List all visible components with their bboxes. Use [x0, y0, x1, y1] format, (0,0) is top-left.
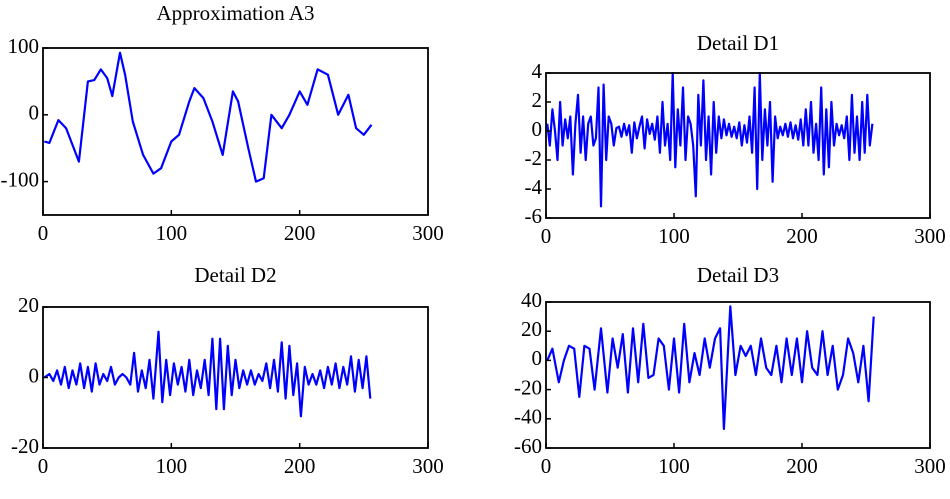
- y-tick-label: 20: [18, 293, 39, 317]
- x-tick-label: 200: [284, 221, 316, 245]
- y-tick-label: -40: [514, 405, 542, 429]
- y-tick-label: -100: [1, 167, 40, 191]
- plot-area: [43, 48, 428, 215]
- x-tick-label: 200: [786, 454, 818, 478]
- x-tick-label: 100: [658, 224, 690, 248]
- x-tick-label: 300: [914, 454, 946, 478]
- y-tick-label: -6: [525, 204, 543, 228]
- y-tick-label: 0: [532, 346, 543, 370]
- x-tick-label: 0: [541, 454, 552, 478]
- subplot-title: Detail D3: [697, 263, 779, 287]
- y-tick-label: 100: [8, 34, 40, 58]
- plot-area: [43, 307, 428, 448]
- data-line: [43, 330, 372, 418]
- y-tick-label: 2: [532, 88, 543, 112]
- data-line: [546, 305, 875, 431]
- x-tick-label: 100: [156, 221, 188, 245]
- axes-box: [42, 47, 429, 216]
- y-tick-label: -20: [514, 375, 542, 399]
- y-tick-label: 0: [29, 101, 40, 125]
- y-tick-label: -4: [525, 175, 543, 199]
- x-tick-label: 200: [786, 224, 818, 248]
- y-tick-label: 0: [532, 117, 543, 141]
- subplot-title: Approximation A3: [156, 1, 314, 25]
- x-tick-label: 200: [284, 454, 316, 478]
- y-tick-label: -2: [525, 146, 543, 170]
- y-tick-label: -20: [11, 434, 39, 458]
- subplot-title: Detail D1: [697, 31, 779, 55]
- y-tick-label: 20: [521, 317, 542, 341]
- subplot-title: Detail D2: [194, 263, 276, 287]
- x-tick-label: 0: [38, 454, 49, 478]
- y-tick-label: 40: [521, 288, 542, 312]
- axes-box: [545, 72, 931, 219]
- axes-box: [545, 301, 931, 449]
- x-tick-label: 100: [156, 454, 188, 478]
- x-tick-label: 300: [412, 221, 444, 245]
- y-tick-label: 0: [29, 363, 40, 387]
- y-tick-label: 4: [532, 59, 543, 83]
- x-tick-label: 0: [541, 224, 552, 248]
- x-tick-label: 300: [412, 454, 444, 478]
- data-line: [546, 71, 874, 208]
- y-tick-label: -60: [514, 434, 542, 458]
- x-tick-label: 300: [914, 224, 946, 248]
- data-line: [44, 51, 373, 183]
- x-tick-label: 100: [658, 454, 690, 478]
- x-tick-label: 0: [38, 221, 49, 245]
